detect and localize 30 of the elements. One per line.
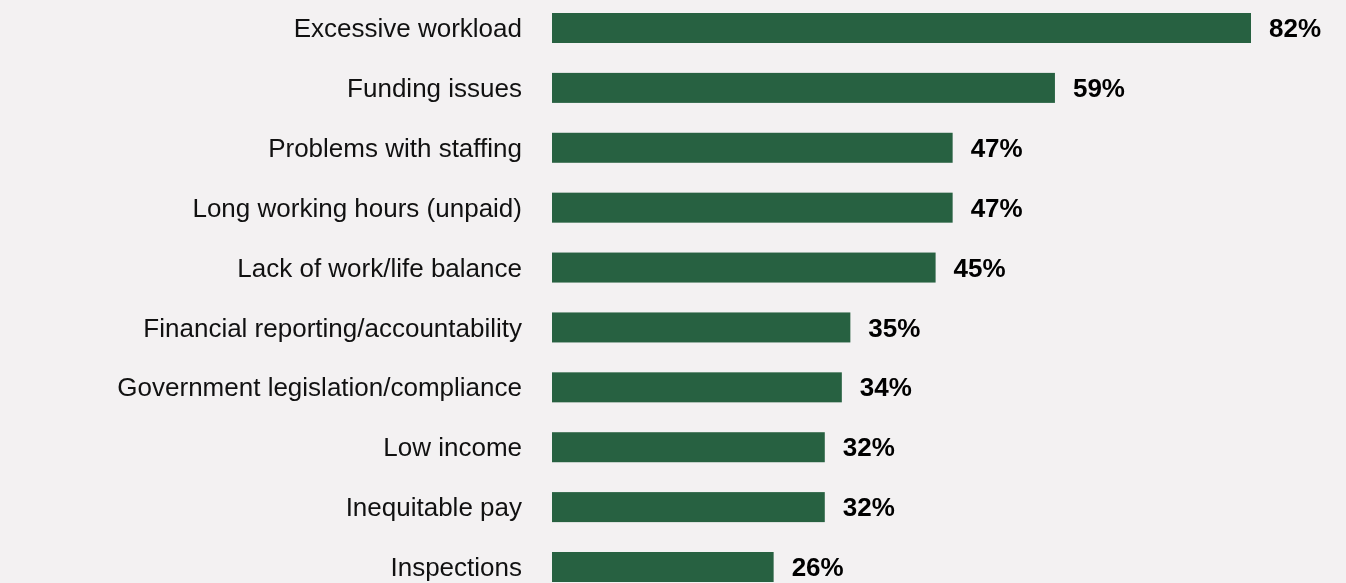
data-label: 47% <box>970 192 1023 223</box>
y-tick-label: Funding issues <box>347 72 522 103</box>
bar <box>552 13 1251 43</box>
y-tick-label: Government legislation/compliance <box>117 372 522 403</box>
bar <box>552 552 774 582</box>
y-tick-label: Inequitable pay <box>345 492 522 523</box>
bar <box>552 252 936 283</box>
data-label: 34% <box>859 372 912 403</box>
y-tick-label: Low income <box>383 432 522 463</box>
data-label: 32% <box>842 492 895 523</box>
y-tick-label: Financial reporting/accountability <box>143 312 522 343</box>
data-label: 47% <box>970 132 1023 163</box>
y-tick-label: Inspections <box>390 552 522 583</box>
bar <box>552 312 851 343</box>
bar <box>552 132 953 163</box>
data-label: 45% <box>953 252 1006 283</box>
y-tick-label: Lack of work/life balance <box>237 252 522 283</box>
y-tick-label: Long working hours (unpaid) <box>192 192 522 223</box>
data-label: 26% <box>791 552 844 583</box>
bar <box>552 192 953 223</box>
data-label: 59% <box>1072 72 1125 103</box>
bar <box>552 432 825 463</box>
data-label: 82% <box>1269 13 1322 44</box>
y-tick-label: Excessive workload <box>293 13 522 44</box>
data-label: 35% <box>868 312 921 343</box>
data-label: 32% <box>842 432 895 463</box>
bar <box>552 72 1055 103</box>
bar <box>552 492 825 523</box>
y-tick-label: Problems with staffing <box>268 132 522 163</box>
bar <box>552 372 842 403</box>
